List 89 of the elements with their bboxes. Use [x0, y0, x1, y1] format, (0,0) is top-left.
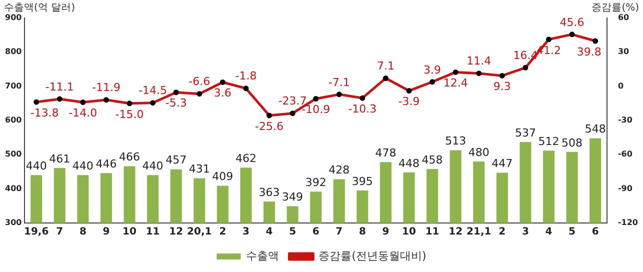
- x-tick-label: 21,1: [466, 226, 492, 238]
- data-label: 440: [142, 160, 164, 173]
- y-tick-label: 800: [4, 47, 22, 56]
- data-label: 45.6: [560, 16, 584, 29]
- data-label: -14.5: [138, 84, 168, 98]
- data-label: 478: [375, 146, 396, 160]
- x-tick-label: 7: [56, 226, 64, 238]
- x-tick-label: 4: [266, 226, 273, 238]
- x-tick-label: 10: [402, 226, 416, 238]
- data-label: 349: [282, 190, 304, 204]
- data-label: 440: [26, 160, 47, 173]
- data-label: 448: [398, 156, 420, 170]
- data-label: 39.8: [576, 45, 602, 58]
- x-tick-label: 8: [79, 226, 86, 238]
- x-tick-label: 8: [358, 226, 366, 238]
- data-label: 409: [212, 170, 234, 184]
- x-tick-label: 12: [448, 226, 463, 238]
- y-tick-label: 300: [4, 218, 22, 228]
- data-label: 7.1: [376, 60, 394, 73]
- x-tick-label: 12: [169, 226, 184, 238]
- x-tick-label: 19,6: [24, 226, 49, 238]
- data-label: -6.6: [188, 75, 210, 88]
- data-label: 392: [305, 176, 326, 189]
- data-label: -11.1: [45, 80, 74, 94]
- x-tick-label: 11: [146, 226, 160, 238]
- data-label: 461: [49, 152, 70, 166]
- x-tick-label: 6: [592, 226, 599, 238]
- data-label: -3.9: [398, 95, 420, 108]
- x-tick-label: 3: [242, 226, 250, 238]
- data-label: 512: [538, 134, 560, 148]
- y-tick-label: 700: [4, 81, 22, 90]
- data-label: -7.1: [328, 76, 350, 89]
- y2-tick-label: -60: [618, 150, 633, 159]
- x-tick-label: 20,1: [187, 226, 212, 238]
- data-label: 447: [492, 157, 513, 170]
- y-tick-label: 900: [4, 13, 22, 22]
- data-label: 440: [72, 160, 94, 173]
- data-label: 11.4: [466, 54, 492, 68]
- x-tick-label: 10: [122, 226, 137, 238]
- x-tick-label: 6: [312, 226, 320, 238]
- y2-axis-title: 증감률(%): [592, 2, 640, 14]
- y-axis-title: 수출액(억 달러): [4, 2, 76, 14]
- data-label: 395: [352, 174, 373, 188]
- y2-tick-label: -90: [618, 184, 633, 193]
- data-label: -10.3: [348, 102, 377, 116]
- data-label: 428: [328, 164, 350, 177]
- data-label: 457: [166, 154, 187, 167]
- data-label: -15.0: [115, 108, 144, 121]
- x-tick-label: 5: [289, 226, 296, 238]
- legend-label: 수출액: [246, 249, 280, 262]
- x-tick-label: 11: [425, 226, 440, 238]
- data-label: 537: [514, 126, 536, 140]
- data-label: 446: [96, 157, 117, 170]
- data-label: 508: [562, 136, 583, 150]
- y-tick-label: 600: [4, 116, 22, 125]
- data-label: -14.0: [68, 106, 98, 120]
- data-label: -11.9: [92, 81, 120, 94]
- data-label: -1.8: [235, 70, 257, 83]
- data-label: 363: [258, 186, 280, 199]
- data-label: 431: [188, 162, 210, 176]
- data-label: 9.3: [493, 80, 511, 94]
- y2-tick-label: 0: [618, 81, 624, 90]
- y2-tick-label: -30: [618, 116, 633, 125]
- data-label: 466: [119, 150, 140, 164]
- data-label: 462: [235, 152, 256, 166]
- x-tick-label: 3: [522, 226, 529, 238]
- data-label: -13.8: [30, 106, 59, 120]
- data-label: 3.6: [214, 86, 232, 100]
- data-label: 458: [422, 153, 443, 166]
- x-tick-label: 4: [545, 226, 552, 238]
- y2-tick-label: 30: [618, 47, 630, 56]
- x-tick-label: 9: [382, 226, 390, 238]
- y2-tick-label: -120: [618, 218, 638, 228]
- data-label: 480: [468, 146, 490, 159]
- x-tick-label: 9: [102, 226, 110, 238]
- legend-label: 증감률(전년동월대비): [318, 249, 426, 262]
- data-label: 513: [445, 134, 466, 148]
- data-label: 548: [584, 122, 606, 136]
- x-tick-label: 2: [498, 226, 506, 238]
- x-tick-label: 5: [568, 226, 576, 238]
- data-label: -25.6: [255, 120, 284, 133]
- x-tick-label: 2: [219, 226, 226, 238]
- data-label: 12.4: [443, 76, 468, 90]
- data-label: 3.9: [424, 63, 442, 76]
- y-tick-label: 500: [4, 150, 22, 159]
- y2-tick-label: 60: [618, 13, 630, 22]
- data-label: -5.3: [165, 96, 187, 110]
- y-tick-label: 400: [4, 184, 22, 193]
- x-tick-label: 7: [336, 226, 343, 238]
